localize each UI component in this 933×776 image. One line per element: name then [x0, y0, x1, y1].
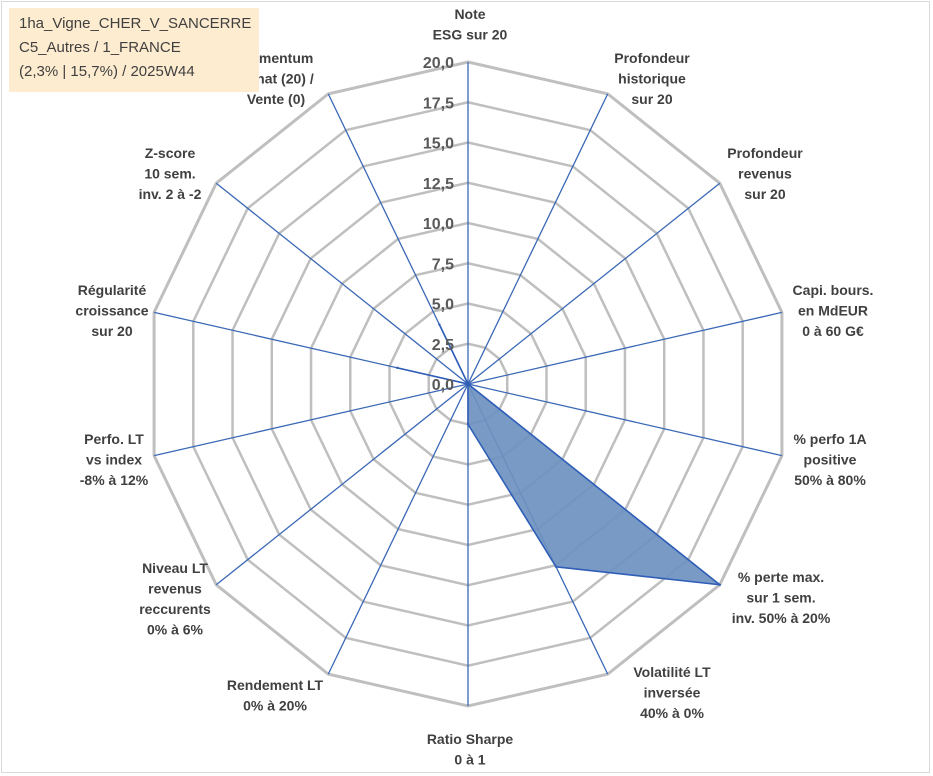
axis-label-line: Vente (0)	[247, 91, 305, 107]
tick-label: 17,5	[423, 95, 454, 112]
axis-label-0: Note ESG sur 20	[433, 6, 508, 43]
axis-label-3: Capi. bours. en MdEUR 0 à 60 G€	[793, 282, 874, 339]
axis-label-line: sur 20	[744, 186, 785, 202]
data-point-7	[466, 423, 470, 426]
axis-label-9: Niveau LT revenus reccurents 0% à 6%	[139, 560, 211, 638]
tick-labels: 0,0 2,5 5,0 7,5 10,0 12,5 15,0 17,5 20,0	[423, 55, 454, 394]
axis-spokes	[153, 62, 783, 706]
axis-label-line: ESG sur 20	[433, 27, 508, 43]
axis-label-line: Perfo. LT	[84, 431, 144, 447]
data-point-13	[438, 323, 441, 326]
series-layer	[396, 323, 721, 586]
axis-label-line: 0% à 6%	[147, 622, 204, 638]
axis-label-11: Régularité croissance sur 20	[75, 282, 148, 339]
axis-spoke-4	[467, 383, 783, 457]
axis-label-line: -8% à 12%	[80, 472, 149, 488]
axis-label-5: % perte max. sur 1 sem. inv. 50% à 20%	[732, 569, 831, 626]
axis-label-line: Profondeur	[614, 50, 690, 66]
data-point-12	[466, 382, 470, 386]
axis-label-line: inversée	[644, 685, 701, 701]
axis-label-6: Volatilité LT inversée 40% à 0%	[633, 664, 711, 721]
axis-label-1: Profondeur historique sur 20	[614, 50, 690, 107]
axis-label-line: inv. 2 à -2	[139, 186, 202, 202]
tick-label: 2,5	[432, 337, 454, 354]
axis-label-2: Profondeur revenus sur 20	[727, 145, 803, 202]
axis-label-line: positive	[804, 452, 857, 468]
axis-label-line: Profondeur	[727, 145, 803, 161]
title-line-1: 1ha_Vigne_CHER_V_SANCERRE	[19, 15, 252, 32]
axis-label-line: Rendement LT	[227, 677, 324, 693]
axis-label-line: Volatilité LT	[633, 664, 711, 680]
axis-label-line: sur 1 sem.	[746, 590, 815, 606]
axis-label-line: 0% à 20%	[243, 698, 307, 714]
axis-spoke-12	[215, 182, 469, 385]
axis-label-line: 40% à 0%	[640, 705, 704, 721]
axis-label-line: Z-score	[145, 145, 196, 161]
tick-label: 15,0	[423, 136, 454, 153]
axis-label-line: Note	[454, 6, 485, 22]
data-point-5	[718, 583, 721, 586]
title-line-2: C5_Autres / 1_FRANCE	[19, 39, 181, 56]
axis-label-line: vs index	[86, 452, 142, 468]
axis-label-12: Z-score 10 sem. inv. 2 à -2	[139, 145, 202, 202]
axis-label-line: sur 20	[631, 91, 672, 107]
title-line-3: (2,3% | 15,7%) / 2025W44	[19, 63, 195, 80]
axis-label-line: 0 à 60 G€	[802, 323, 864, 339]
axis-label-line: % perte max.	[738, 569, 824, 585]
axis-label-line: % perfo 1A	[793, 431, 866, 447]
axis-label-line: sur 20	[91, 323, 132, 339]
axis-label-line: 50% à 80%	[794, 472, 866, 488]
axis-label-line: Capi. bours.	[793, 282, 874, 298]
axis-label-7: Ratio Sharpe 0 à 1	[427, 731, 514, 768]
axis-spoke-3	[467, 311, 783, 385]
tick-label: 5,0	[432, 297, 454, 314]
tick-label: 7,5	[432, 256, 454, 273]
tick-label: 0,0	[432, 377, 454, 394]
axis-spoke-1	[467, 93, 609, 385]
axis-label-line: revenus	[148, 581, 202, 597]
axis-label-8: Rendement LT 0% à 20%	[227, 677, 324, 714]
tick-label: 10,0	[423, 216, 454, 233]
axis-spoke-8	[327, 383, 469, 675]
axis-label-line: reccurents	[139, 601, 211, 617]
axis-label-line: 10 sem.	[144, 166, 195, 182]
axis-label-line: en MdEUR	[798, 303, 868, 319]
axis-label-line: historique	[618, 71, 686, 87]
tick-label: 20,0	[423, 55, 454, 72]
axis-label-line: croissance	[75, 303, 148, 319]
axis-label-line: 0 à 1	[454, 752, 485, 768]
axis-label-line: Ratio Sharpe	[427, 731, 514, 747]
axis-label-line: Niveau LT	[142, 560, 208, 576]
data-point-6	[554, 565, 558, 568]
axis-spoke-10	[153, 383, 469, 457]
title-box: 1ha_Vigne_CHER_V_SANCERRE C5_Autres / 1_…	[9, 8, 259, 92]
axis-spoke-9	[215, 383, 469, 586]
axis-label-line: inv. 50% à 20%	[732, 610, 831, 626]
axis-labels: Note ESG sur 20 Profondeur historique sur 20…	[75, 6, 873, 768]
data-point-11	[396, 366, 399, 370]
axis-label-10: Perfo. LT vs index -8% à 12%	[80, 431, 149, 488]
tick-label: 12,5	[423, 176, 454, 193]
axis-label-line: Régularité	[78, 282, 147, 298]
axis-label-4: % perfo 1A positive 50% à 80%	[793, 431, 866, 488]
axis-spoke-2	[467, 182, 721, 385]
axis-label-line: revenus	[738, 166, 792, 182]
